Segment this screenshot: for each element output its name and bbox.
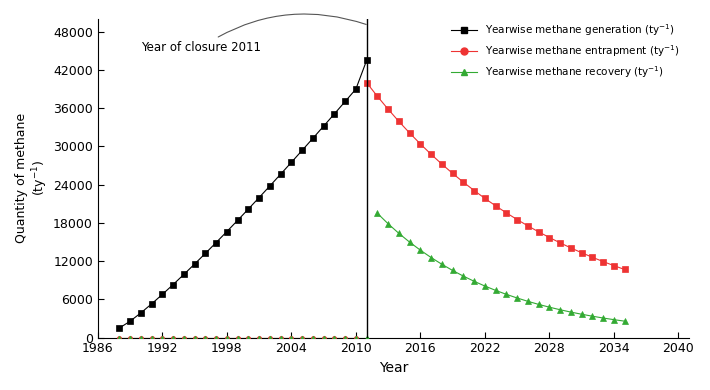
Y-axis label: Quantity of methane
(ty$^{-1}$): Quantity of methane (ty$^{-1}$) bbox=[15, 113, 50, 243]
Legend: Yearwise methane generation (ty$^{-1}$), Yearwise methane entrapment (ty$^{-1}$): Yearwise methane generation (ty$^{-1}$),… bbox=[447, 18, 684, 84]
X-axis label: Year: Year bbox=[379, 361, 408, 375]
Text: Year of closure 2011: Year of closure 2011 bbox=[141, 14, 366, 54]
